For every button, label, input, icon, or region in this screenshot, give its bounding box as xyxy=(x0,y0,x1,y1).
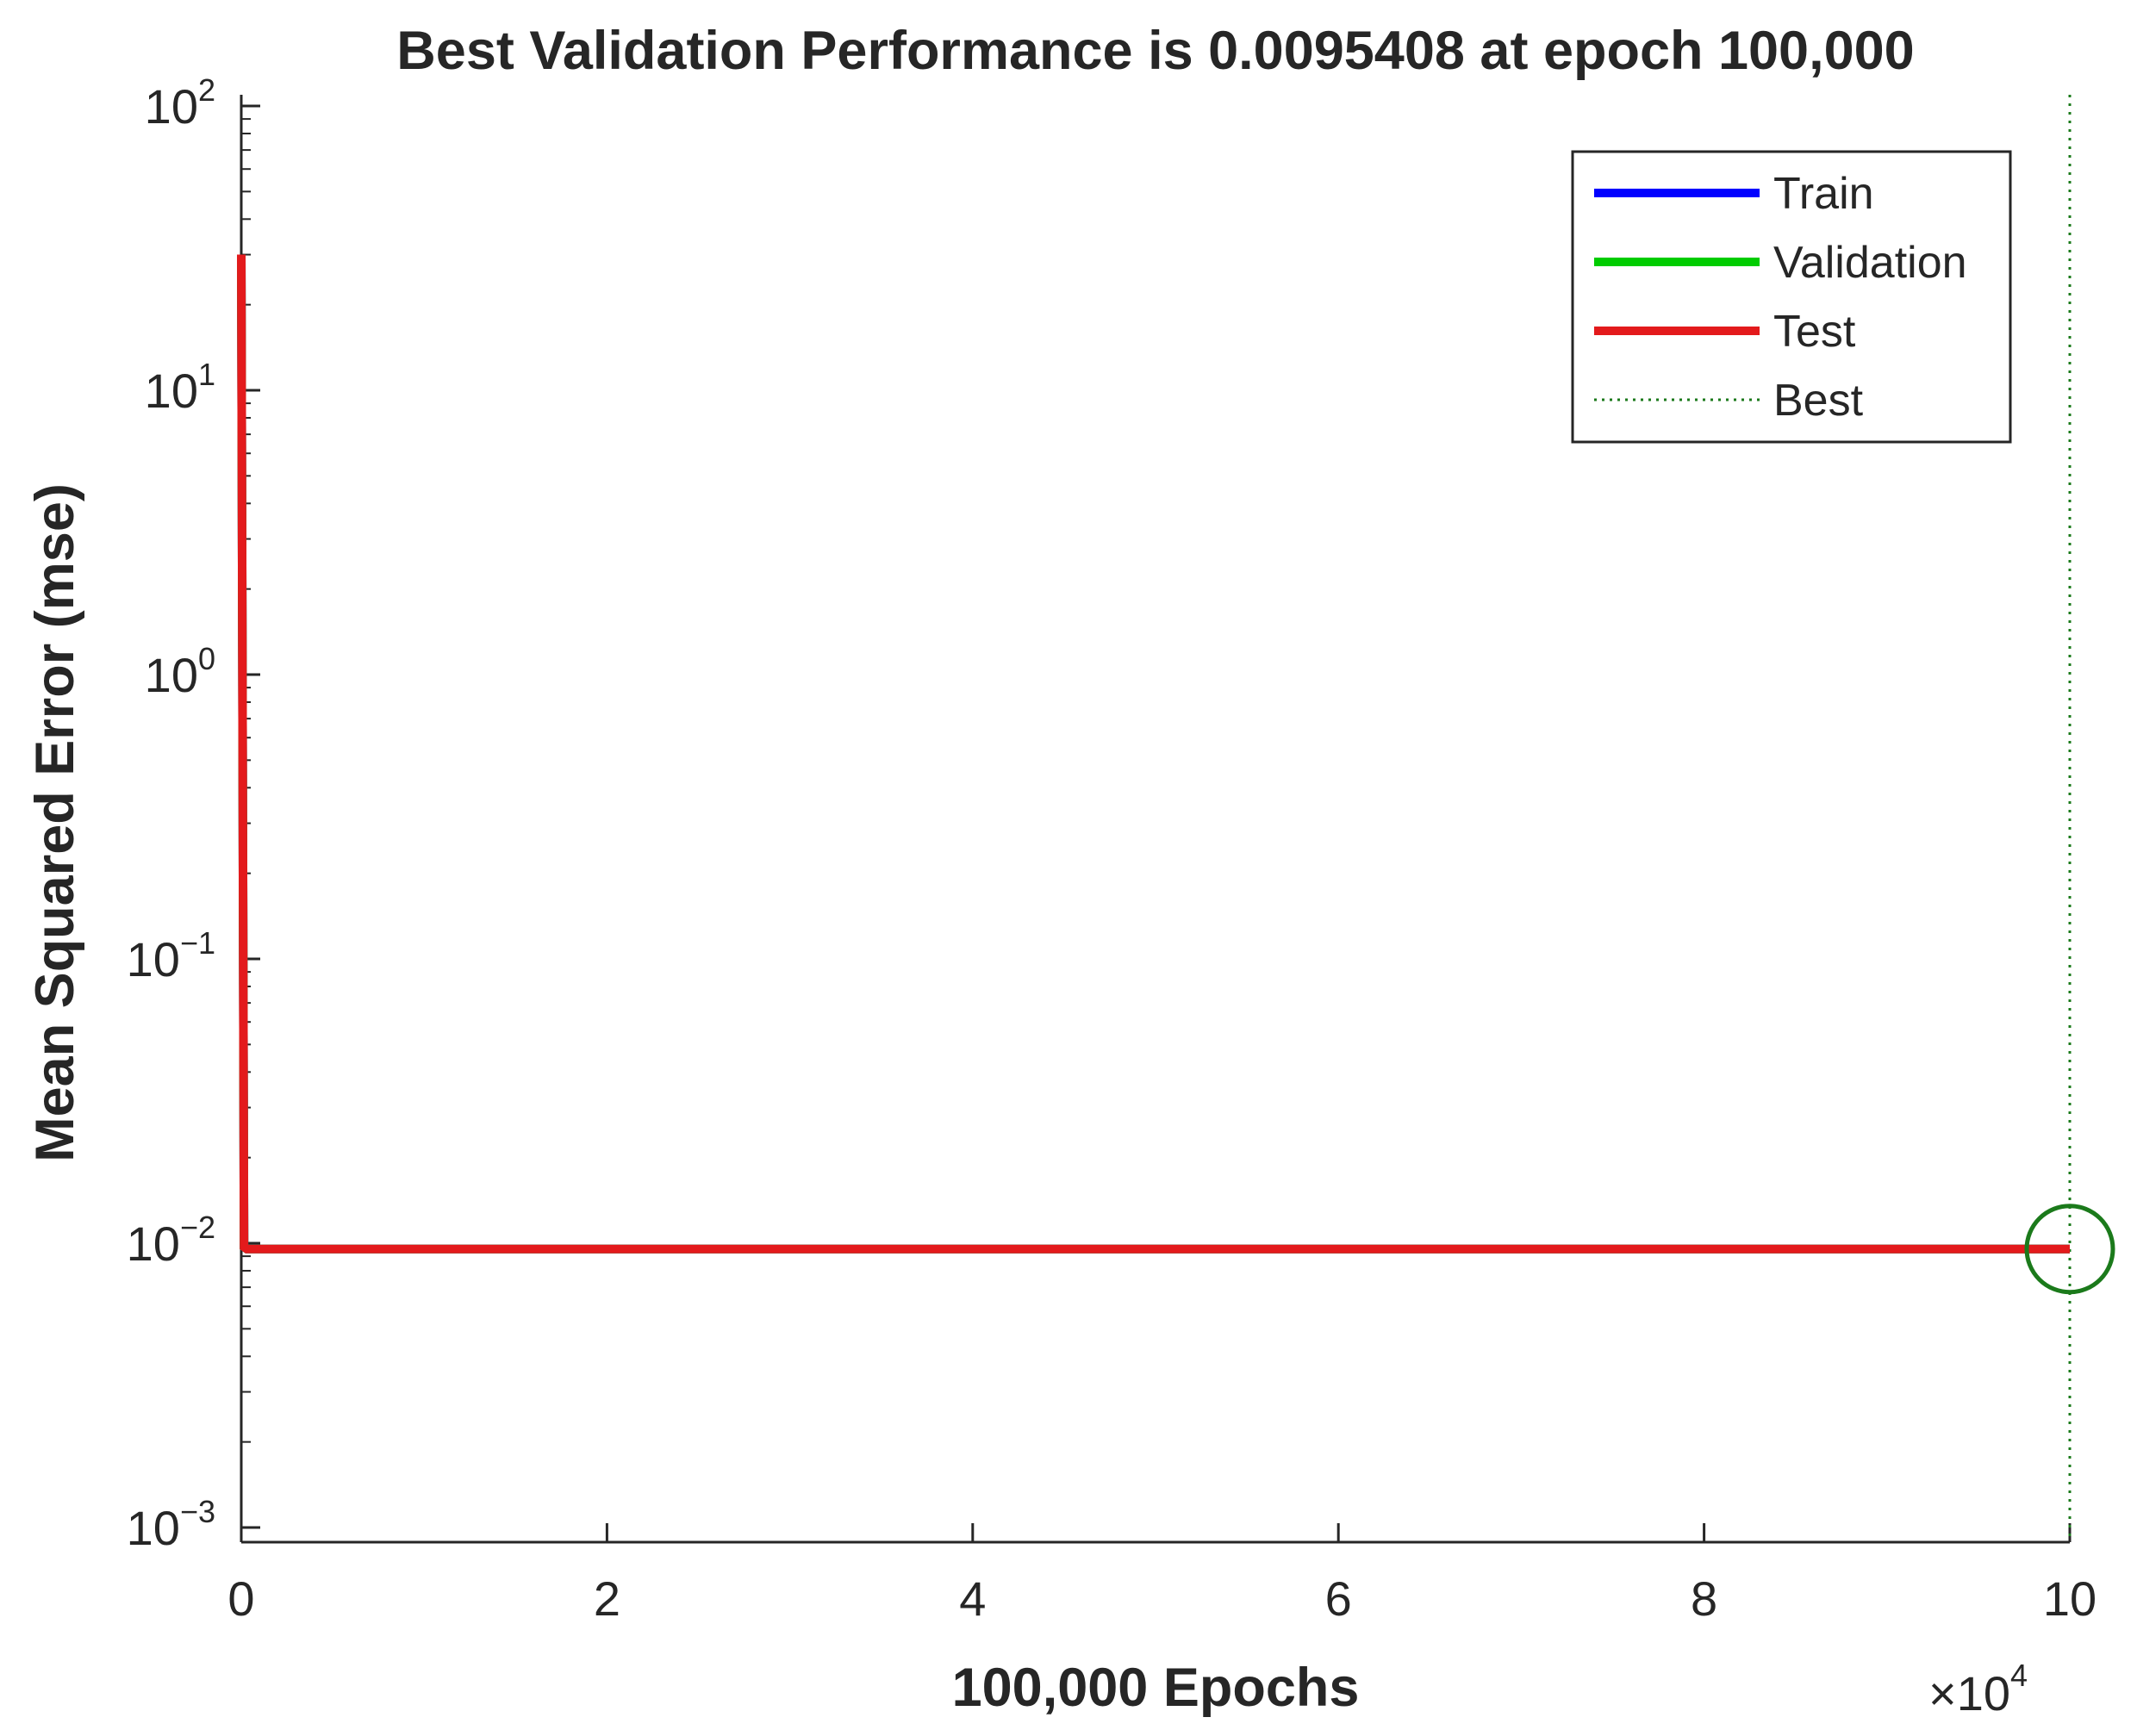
x-tick-label: 10 xyxy=(2043,1571,2097,1626)
y-tick-exp: 2 xyxy=(198,72,215,108)
legend-label-train: Train xyxy=(1773,169,1874,219)
y-axis-label: Mean Squared Error (mse) xyxy=(25,483,85,1162)
x-tick-label: 4 xyxy=(959,1571,986,1626)
y-tick-base: 10 xyxy=(127,932,180,986)
x-multiplier-base: ×10 xyxy=(1928,1666,2010,1720)
legend-box xyxy=(1571,150,2012,444)
y-tick-exp: −2 xyxy=(180,1210,215,1245)
legend-label-test: Test xyxy=(1773,307,1856,357)
x-ticks: 0 2 4 6 8 10 xyxy=(227,1523,2097,1626)
legend-label-validation: Validation xyxy=(1773,238,1967,288)
y-tick-base: 10 xyxy=(145,648,198,702)
y-tick-base: 10 xyxy=(127,1501,180,1555)
legend: Train Validation Test Best xyxy=(1571,150,2012,444)
y-tick-base: 10 xyxy=(145,79,198,134)
x-tick-label: 6 xyxy=(1325,1571,1352,1626)
y-tick-base: 10 xyxy=(127,1216,180,1271)
x-tick-label: 8 xyxy=(1691,1571,1717,1626)
best-marker-circle xyxy=(2024,1204,2115,1295)
y-tick-label: 101 xyxy=(145,357,215,418)
x-multiplier-exp: 4 xyxy=(2010,1658,2028,1693)
y-tick-exp: −1 xyxy=(180,925,215,961)
y-tick-label: 10−1 xyxy=(127,925,215,986)
y-tick-label: 10−2 xyxy=(127,1210,215,1271)
y-tick-exp: −3 xyxy=(180,1494,215,1529)
y-tick-base: 10 xyxy=(145,364,198,418)
legend-items: Train Validation Test Best xyxy=(1594,169,1967,426)
x-tick-label: 0 xyxy=(227,1571,254,1626)
y-tick-exp: 0 xyxy=(198,641,215,676)
series-layer xyxy=(237,254,2115,1295)
y-tick-label: 102 xyxy=(145,72,215,134)
series-line-test xyxy=(237,254,2070,1254)
legend-label-best: Best xyxy=(1773,376,1864,426)
y-tick-label: 100 xyxy=(145,641,215,702)
x-multiplier: ×104 xyxy=(1928,1658,2028,1720)
x-axis-label: 100,000 Epochs xyxy=(952,1658,1360,1718)
x-tick-label: 2 xyxy=(594,1571,620,1626)
y-tick-label: 10−3 xyxy=(127,1494,215,1555)
chart-title: Best Validation Performance is 0.0095408… xyxy=(396,21,1914,81)
y-tick-exp: 1 xyxy=(198,357,215,392)
